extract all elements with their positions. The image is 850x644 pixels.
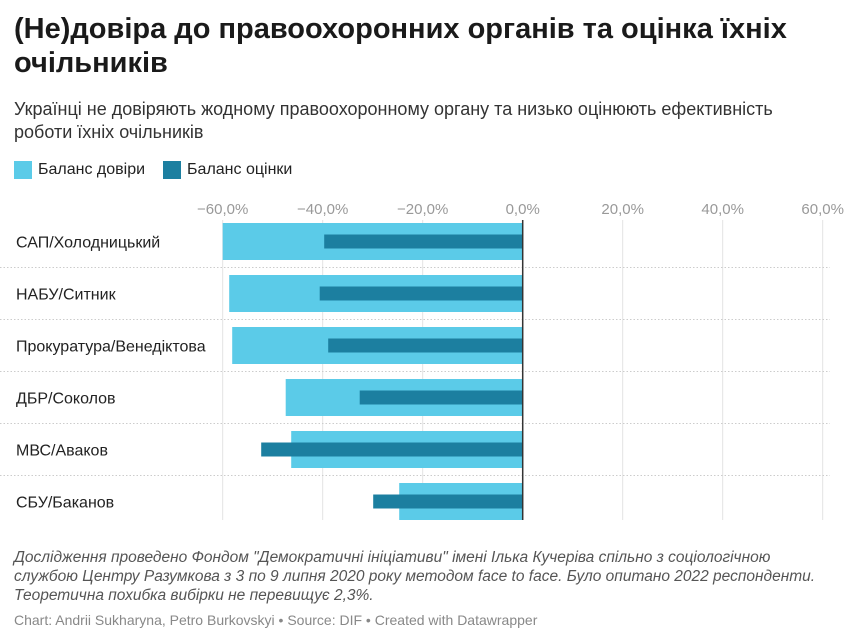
chart-subtitle: Українці не довіряють жодному правоохоро…: [14, 99, 773, 142]
x-tick-label: 40,0%: [701, 201, 744, 218]
x-tick-label: 0,0%: [506, 201, 540, 218]
legend-item-trust: Баланс довіри: [14, 161, 145, 179]
category-label: МВС/Аваков: [16, 443, 108, 460]
category-label: ДБР/Соколов: [16, 391, 116, 408]
x-tick-label: −20,0%: [397, 201, 448, 218]
legend-swatch: [163, 161, 182, 179]
chart-title: (Не)довіра до правоохоронних органів та …: [14, 13, 787, 79]
category-label: СБУ/Баканов: [16, 495, 114, 512]
credit: Chart: Andrii Sukharyna, Petro Burkovsky…: [14, 612, 538, 628]
x-tick-label: −40,0%: [297, 201, 348, 218]
x-tick-label: −60,0%: [197, 201, 248, 218]
legend: Баланс довіри Баланс оцінки: [14, 161, 292, 179]
x-tick-label: 20,0%: [601, 201, 644, 218]
legend-label: Баланс оцінки: [187, 161, 293, 178]
category-label: НАБУ/Ситник: [16, 287, 117, 304]
bar-evaluation: [324, 234, 523, 249]
legend-label: Баланс довіри: [38, 161, 146, 178]
bar-evaluation: [319, 286, 523, 301]
bar-evaluation: [328, 338, 523, 353]
legend-item-evaluation: Баланс оцінки: [163, 161, 292, 179]
x-tick-label: 60,0%: [801, 201, 844, 218]
legend-swatch: [14, 161, 32, 179]
notes: Дослідження проведено Фондом "Демократич…: [14, 549, 816, 604]
category-label: САП/Холодницький: [16, 235, 160, 252]
category-label: Прокуратура/Венедіктова: [16, 339, 206, 356]
bar-evaluation: [373, 494, 523, 509]
bar-evaluation: [359, 390, 523, 405]
bar-evaluation: [261, 442, 523, 457]
bar-chart: −60,0% −40,0% −20,0% 0,0% 20,0% 40,0% 60,0% САП…: [0, 201, 844, 520]
